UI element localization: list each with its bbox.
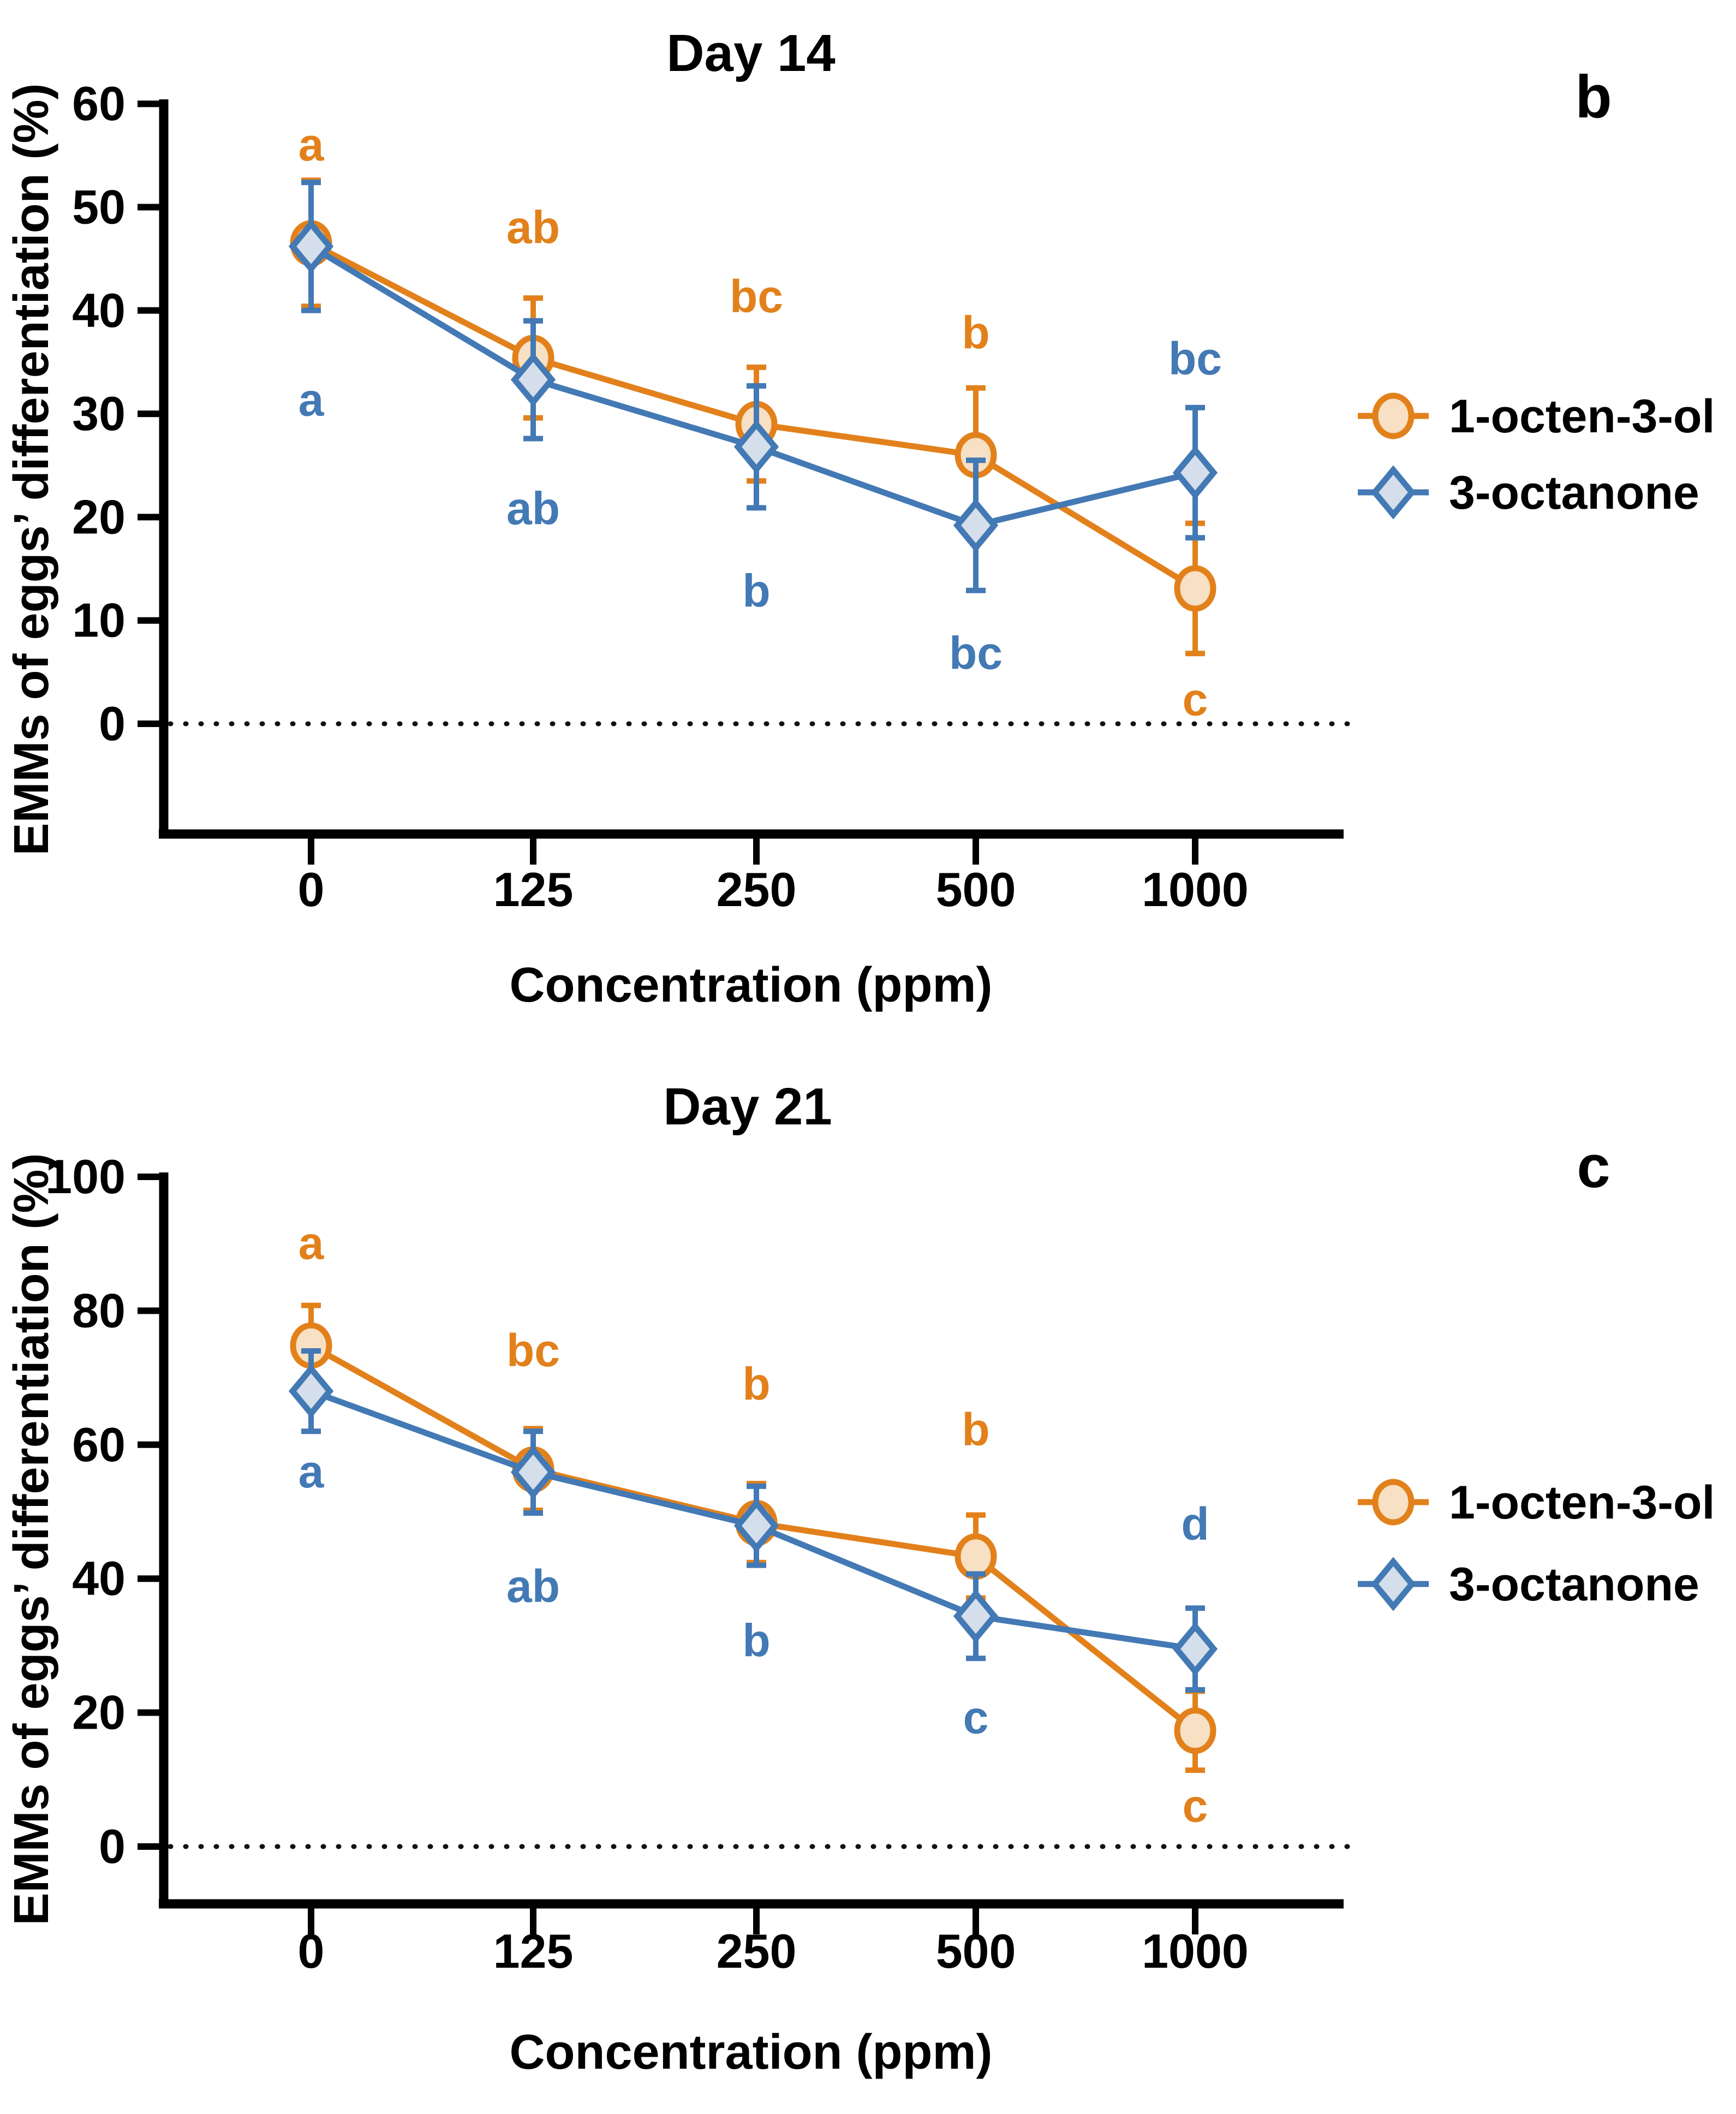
chart-title: Day 14: [666, 24, 836, 82]
y-tick-label: 60: [72, 1418, 126, 1472]
x-axis-label: Concentration (ppm): [510, 958, 993, 1013]
series-diamond-marker: [733, 420, 779, 474]
significance-letter: d: [1181, 1498, 1209, 1550]
significance-letter: ab: [506, 1561, 560, 1612]
significance-letter: b: [742, 565, 770, 617]
legend-label: 3-octanone: [1449, 467, 1699, 519]
chart-title: Day 21: [663, 1077, 832, 1136]
x-tick-label: 250: [717, 1924, 797, 1978]
significance-letter: b: [742, 1358, 770, 1409]
y-tick-label: 0: [99, 1819, 126, 1873]
legend-circle-marker: [1372, 392, 1415, 439]
y-axis-label: EMMs of eggs’ differentiation (%): [4, 83, 59, 855]
x-axis-label: Concentration (ppm): [510, 2025, 993, 2080]
x-tick-label: 125: [493, 1924, 574, 1978]
y-axis-label: EMMs of eggs’ differentiation (%): [4, 1153, 59, 1925]
legend-diamond-marker: [1370, 465, 1416, 520]
significance-letter: bc: [506, 1325, 560, 1376]
significance-letter: a: [299, 1446, 325, 1497]
series-diamond-marker: [1172, 1622, 1218, 1676]
series-diamond-marker: [953, 498, 999, 553]
significance-letter: bc: [949, 627, 1003, 678]
significance-letter: a: [299, 374, 325, 425]
significance-letter: b: [962, 1404, 989, 1455]
y-tick-label: 100: [45, 1150, 126, 1204]
y-tick-label: 10: [72, 593, 126, 647]
x-tick-label: 250: [717, 862, 797, 916]
x-tick-label: 1000: [1142, 1924, 1249, 1978]
y-tick-label: 30: [72, 386, 126, 440]
significance-letter: a: [299, 1218, 325, 1269]
significance-letter: bc: [1168, 333, 1222, 384]
x-tick-label: 125: [493, 862, 574, 916]
y-tick-label: 40: [72, 283, 126, 337]
legend-label: 1-octen-3-ol: [1449, 1476, 1715, 1529]
series-diamond-marker: [288, 219, 334, 274]
legend-label: 1-octen-3-ol: [1449, 390, 1715, 443]
y-tick-label: 40: [72, 1551, 126, 1605]
significance-letter: a: [299, 119, 325, 170]
y-tick-label: 20: [72, 490, 126, 544]
series-diamond-marker: [510, 1445, 556, 1499]
significance-letter: bc: [730, 271, 783, 322]
series-diamond-marker: [1172, 445, 1218, 500]
x-tick-label: 500: [936, 862, 1016, 916]
x-tick-label: 0: [298, 1924, 325, 1978]
y-tick-label: 20: [72, 1686, 126, 1740]
legend-diamond-marker: [1370, 1557, 1416, 1611]
y-tick-label: 0: [99, 696, 126, 751]
significance-letter: c: [1183, 674, 1208, 725]
panel-letter: c: [1577, 1133, 1610, 1200]
axes: 0 10 20 30 40 50 60 0 125 250 500 1000: [72, 76, 1344, 916]
series-diamond-marker: [953, 1589, 999, 1643]
y-tick-label: 60: [72, 76, 126, 130]
legend-circle-marker: [1372, 1479, 1415, 1526]
significance-letter: c: [1183, 1780, 1208, 1831]
chart-panel-b: Day 14 b 0 10 20 30 40 50 60 0 125 250 500 1000 Concen…: [4, 24, 1715, 1013]
series-diamond-marker: [288, 1364, 334, 1419]
significance-letter: ab: [506, 201, 560, 253]
series-circle-marker: [1174, 1707, 1216, 1754]
significance-letter: b: [742, 1615, 770, 1666]
significance-letter: ab: [506, 483, 560, 534]
series-3-octanone: [288, 180, 1218, 593]
legend: 1-octen-3-ol 3-octanone: [1358, 390, 1715, 520]
significance-letter: c: [963, 1692, 989, 1743]
series-3-octanone: [288, 1348, 1218, 1693]
series-diamond-marker: [733, 1498, 779, 1553]
x-tick-label: 500: [936, 1924, 1016, 1978]
series-circle-marker: [954, 1533, 997, 1580]
panel-letter: b: [1575, 63, 1612, 130]
y-tick-label: 80: [72, 1283, 126, 1337]
y-tick-label: 50: [72, 180, 126, 234]
series-circle-marker: [1174, 565, 1216, 612]
significance-letter: b: [962, 307, 989, 358]
legend: 1-octen-3-ol 3-octanone: [1358, 1476, 1715, 1611]
series-diamond-marker: [510, 353, 556, 407]
x-tick-label: 0: [298, 862, 325, 916]
x-tick-label: 1000: [1142, 862, 1249, 916]
legend-label: 3-octanone: [1449, 1558, 1699, 1611]
